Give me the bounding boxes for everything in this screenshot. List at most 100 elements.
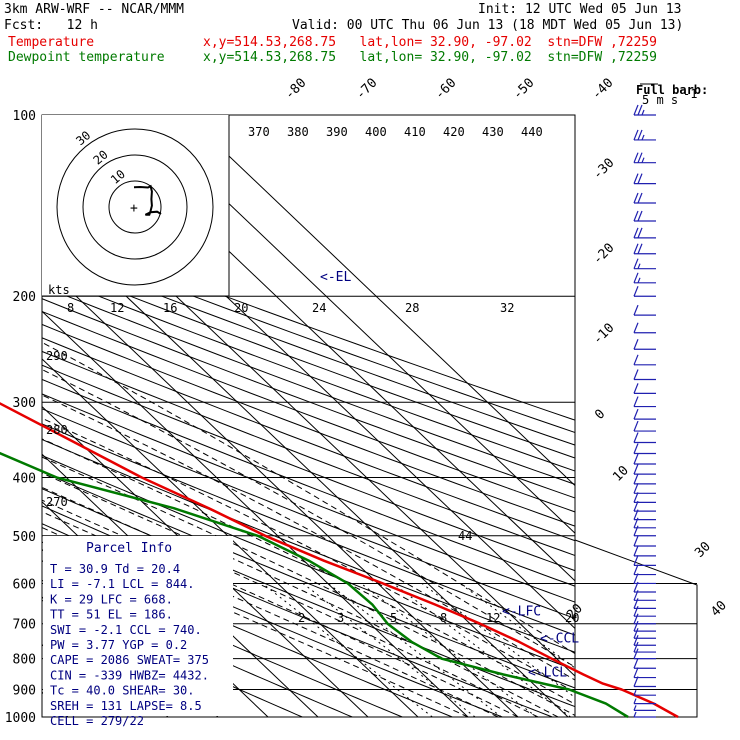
- parcel-info-row: CAPE = 2086 SWEAT= 375: [50, 653, 209, 667]
- theta-e-label: 410: [404, 125, 426, 139]
- parcel-info-row: LI = -7.1 LCL = 844.: [50, 577, 195, 591]
- wind-barb-flag: [633, 517, 639, 529]
- wind-barb-flag: [637, 210, 643, 222]
- hodograph-origin: +: [130, 201, 138, 216]
- theta-label: 280: [46, 423, 68, 437]
- pressure-tick-label: 500: [13, 530, 36, 545]
- parcel-info-title: Parcel Info: [86, 541, 172, 556]
- dewpoint-legend: Dewpoint temperature: [8, 50, 165, 65]
- isotherm-label: -10: [590, 321, 617, 348]
- wind-barb-half: [637, 263, 641, 269]
- wind-barb-half: [641, 134, 645, 141]
- hodograph-ring: [82, 154, 188, 260]
- mixing-ratio-label: 3: [337, 611, 344, 625]
- wind-barb-flag: [633, 605, 639, 617]
- wind-barb-half: [633, 689, 637, 696]
- hodograph-ring: [56, 128, 214, 286]
- wind-barb-flag: [637, 227, 643, 239]
- wind-barb-flag: [633, 285, 639, 297]
- isotherm-line: [185, 115, 575, 487]
- init-time: Init: 12 UTC Wed 05 Jun 13: [478, 2, 682, 17]
- wind-barb-flag: [633, 463, 639, 475]
- wind-barb-flag: [633, 525, 639, 537]
- wind-barb-flag: [633, 192, 639, 204]
- dry-adiabat: [42, 471, 575, 689]
- wind-barb-flag: [633, 483, 639, 494]
- hodograph-unit: kts: [48, 283, 70, 297]
- isotherm-label: -20: [590, 241, 617, 268]
- dry-adiabat: [42, 438, 575, 653]
- dry-adiabat: [42, 285, 575, 485]
- isotherm-label: 30: [692, 539, 714, 561]
- dry-adiabat: [42, 249, 575, 446]
- mixing-ratio-label: 2: [298, 611, 305, 625]
- wind-barb-flag: [633, 104, 639, 116]
- dry-adiabat: [42, 560, 403, 717]
- wind-barb-flag: [633, 339, 639, 350]
- dry-adiabat: [42, 408, 575, 619]
- theta-label: 270: [46, 495, 68, 509]
- wind-barb-flag: [633, 635, 639, 646]
- isotherm-label: -30: [590, 156, 617, 183]
- temperature-profile: [0, 402, 679, 719]
- annotation-lfc: <-LFC: [502, 605, 541, 620]
- dry-adiabat: [42, 393, 575, 603]
- speed-label: 12: [110, 301, 124, 315]
- pressure-tick-label: 100: [13, 109, 36, 124]
- wind-barb-flag: [633, 272, 639, 284]
- parcel-info-background: [43, 536, 233, 716]
- wind-barb-flag: [637, 129, 643, 141]
- parcel-info-row: CIN = -339 HWBZ= 4432.: [50, 668, 209, 682]
- wind-barb-flag: [633, 648, 639, 659]
- hodograph-background: [42, 115, 229, 296]
- dry-adiabat: [42, 454, 575, 671]
- dry-adiabat: [42, 310, 575, 513]
- wind-barb-flag: [637, 192, 643, 204]
- dry-adiabat: [42, 298, 575, 499]
- dry-adiabat: [42, 323, 575, 527]
- parcel-info-row: K = 29 LFC = 668.: [50, 592, 173, 606]
- isotherm-label: 10: [610, 463, 632, 485]
- wind-barbs: Full barb:5 m s -1: [633, 83, 708, 718]
- isotherm-line: [42, 310, 469, 717]
- wind-barb-flag: [633, 152, 639, 163]
- wind-barb-flag: [633, 129, 639, 141]
- mixing-ratio-label: 8: [440, 611, 447, 625]
- wind-barb-flag: [633, 620, 639, 632]
- wind-barb-flag: [633, 564, 639, 575]
- mixing-ratio-line: [392, 583, 571, 717]
- isotherm-label: -80: [282, 76, 309, 103]
- wind-barb-flag: [633, 492, 639, 503]
- temperature-legend: Temperature: [8, 35, 95, 50]
- theta-e-label: 400: [365, 125, 387, 139]
- wind-barb-half: [633, 698, 637, 704]
- pressure-tick-label: 400: [13, 471, 36, 486]
- parcel-info-row: CELL = 279/22: [50, 714, 144, 728]
- theta-e-label: 430: [482, 125, 504, 139]
- mixing-ratio-line: [421, 583, 575, 699]
- speed-label: 8: [67, 301, 74, 315]
- pressure-tick-label: 300: [13, 396, 36, 411]
- dry-adiabat: [42, 579, 353, 717]
- full-barb-unit: -1: [683, 87, 697, 101]
- hodograph-trace: [133, 184, 162, 216]
- wind-barb-flag: [633, 227, 639, 239]
- isotherm-line: [135, 115, 575, 534]
- wind-barb-flag: [633, 658, 639, 669]
- parcel-info-box: Parcel Info T = 30.9 Td = 20.4LI = -7.1 L…: [43, 536, 233, 728]
- mixing-ratio-line: [360, 583, 537, 717]
- mixing-ratio-lines: [262, 583, 575, 717]
- pressure-tick-label: 200: [13, 290, 36, 305]
- dry-adiabat: [42, 237, 575, 434]
- speed-label: 20: [234, 301, 248, 315]
- parcel-info-row: T = 30.9 Td = 20.4: [50, 562, 180, 576]
- dry-adiabat: [42, 350, 575, 557]
- isotherm-label: -60: [432, 76, 459, 103]
- dry-adiabat: [42, 226, 575, 421]
- theta-e-label: 370: [248, 125, 270, 139]
- wind-barb-flag: [633, 443, 639, 454]
- isotherm-label: 0: [592, 407, 608, 423]
- pressure-tick-label: 1000: [5, 711, 36, 726]
